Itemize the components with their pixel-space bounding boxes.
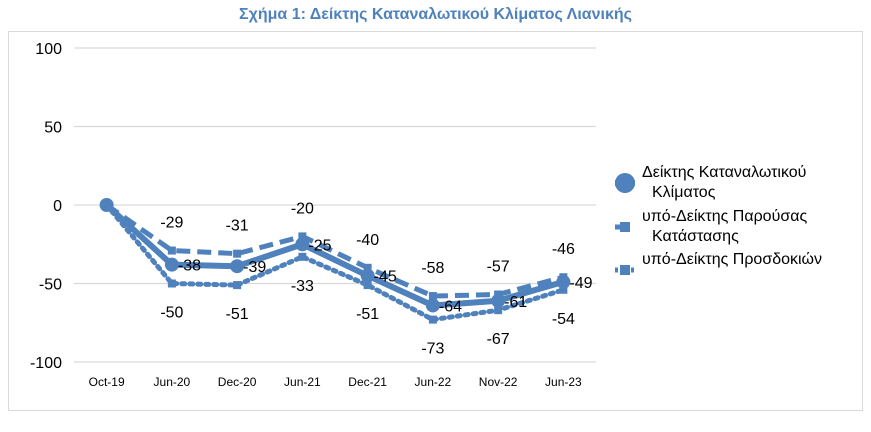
x-tick-label: Dec-20: [218, 375, 257, 389]
x-tick-label: Jun-20: [154, 375, 191, 389]
data-label: -64: [439, 298, 462, 315]
data-label: -29: [160, 215, 183, 232]
data-point: [233, 249, 242, 258]
legend-marker: [620, 222, 630, 232]
data-label: -38: [178, 258, 201, 275]
x-tick-label: Jun-22: [415, 375, 452, 389]
data-point: [428, 292, 437, 301]
legend-label: υπό-Δείκτης Παρούσας: [642, 208, 807, 225]
data-label: -58: [421, 260, 444, 277]
x-tick-label: Jun-21: [284, 375, 321, 389]
legend-label: Κλίματος: [652, 184, 716, 201]
y-tick-label: 100: [35, 41, 62, 58]
x-tick-label: Nov-22: [479, 375, 518, 389]
x-tick-label: Jun-23: [545, 375, 582, 389]
data-label: -51: [356, 306, 379, 323]
data-point: [491, 293, 506, 308]
chart-title: Σχήμα 1: Δείκτης Καταναλωτικού Κλίματος …: [239, 6, 632, 23]
legend: Δείκτης Καταναλωτικού Κλίματος υπό-Δείκτης…: [615, 164, 822, 275]
data-point: [494, 306, 503, 315]
data-point: [363, 263, 372, 272]
data-label: -61: [504, 294, 527, 311]
data-point: [428, 315, 437, 324]
data-point: [559, 285, 568, 294]
data-label: -57: [487, 258, 510, 275]
legend-marker: [620, 265, 630, 275]
data-point: [164, 257, 179, 272]
data-point: [295, 237, 310, 252]
data-label: -73: [421, 341, 444, 358]
data-labels: -38 -29 -50 -39 -31 -51 -25 -20 -33 -45 -40 -51 -64 -…: [160, 200, 592, 357]
data-point: [363, 281, 372, 290]
data-point: [167, 279, 176, 288]
data-point: [360, 268, 375, 283]
data-point: [233, 281, 242, 290]
legend-label: Κατάστασης: [652, 228, 739, 245]
data-point: [99, 198, 114, 212]
data-label: -46: [552, 241, 575, 258]
data-point: [425, 298, 440, 313]
data-point: [298, 252, 307, 261]
data-label: -31: [226, 218, 249, 235]
y-tick-label: -50: [39, 277, 62, 294]
legend-label: υπό-Δείκτης Προσδοκιών: [642, 251, 822, 268]
x-tick-label: Oct-19: [89, 375, 125, 389]
x-tick-label: Dec-21: [348, 375, 387, 389]
y-tick-label: -100: [30, 355, 62, 372]
data-label: -25: [308, 237, 331, 254]
series-line-dashed: [105, 202, 565, 299]
data-point: [298, 232, 307, 241]
gridlines: [74, 47, 596, 363]
data-label: -45: [374, 269, 397, 286]
data-label: -40: [356, 232, 379, 249]
y-axis-ticks: 100 50 0 -50 -100: [30, 41, 62, 372]
data-label: -67: [487, 331, 510, 348]
data-point: [230, 259, 245, 274]
data-label: -49: [569, 275, 592, 292]
y-tick-label: 50: [44, 120, 62, 137]
y-tick-label: 0: [53, 198, 62, 215]
series-lines: [99, 198, 571, 324]
data-label: -54: [552, 311, 575, 328]
data-point: [556, 274, 571, 289]
series-line-solid: [104, 202, 565, 309]
data-label: -51: [226, 306, 249, 323]
legend-marker: [615, 173, 635, 193]
data-point: [167, 246, 176, 255]
x-axis-ticks: Oct-19 Jun-20 Dec-20 Jun-21 Dec-21 Jun-22 Nov-…: [89, 375, 582, 389]
data-label: -20: [291, 200, 314, 217]
data-label: -39: [243, 259, 266, 276]
data-label: -33: [291, 278, 314, 295]
chart-frame: [8, 31, 863, 411]
data-label: -50: [160, 305, 183, 322]
legend-label: Δείκτης Καταναλωτικού: [642, 164, 806, 181]
series-line-dotted: [104, 202, 566, 323]
